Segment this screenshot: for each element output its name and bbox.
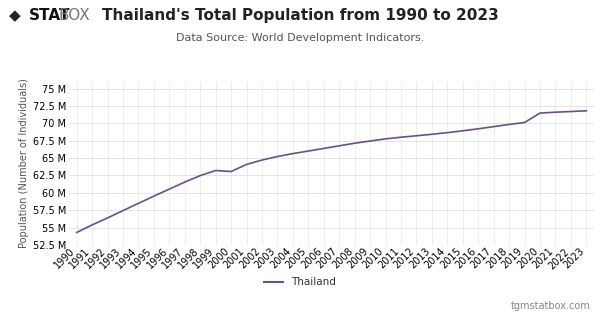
Thailand: [367, 139, 374, 143]
Thailand: [119, 209, 127, 213]
Thailand: [382, 137, 389, 141]
Thailand: [181, 180, 188, 184]
Thailand: [320, 147, 328, 150]
Text: Thailand's Total Population from 1990 to 2023: Thailand's Total Population from 1990 to…: [101, 8, 499, 23]
Text: Data Source: World Development Indicators.: Data Source: World Development Indicator…: [176, 33, 424, 43]
Thailand: [444, 131, 451, 134]
Thailand: [135, 201, 142, 205]
Thailand: [567, 110, 574, 113]
Thailand: [104, 216, 111, 220]
Thailand: [73, 230, 80, 234]
Thailand: [259, 158, 266, 162]
Text: tgmstatbox.com: tgmstatbox.com: [511, 301, 591, 311]
Thailand: [197, 174, 204, 177]
Thailand: [428, 133, 436, 136]
Thailand: [166, 187, 173, 191]
Thailand: [351, 141, 358, 145]
Text: ◆: ◆: [9, 8, 21, 23]
Thailand: [212, 169, 219, 172]
Thailand: [583, 109, 590, 113]
Thailand: [289, 152, 296, 155]
Thailand: [475, 127, 482, 131]
Thailand: [505, 122, 512, 126]
Legend: Thailand: Thailand: [260, 273, 340, 291]
Thailand: [243, 163, 250, 166]
Thailand: [552, 110, 559, 114]
Thailand: [151, 194, 158, 198]
Thailand: [89, 223, 96, 227]
Text: STAT: STAT: [29, 8, 70, 23]
Thailand: [305, 149, 312, 153]
Thailand: [413, 134, 420, 138]
Thailand: [536, 111, 544, 115]
Thailand: [397, 135, 404, 139]
Y-axis label: Population (Number of Individuals): Population (Number of Individuals): [19, 78, 29, 248]
Thailand: [274, 155, 281, 159]
Text: BOX: BOX: [59, 8, 91, 23]
Thailand: [335, 144, 343, 148]
Line: Thailand: Thailand: [77, 111, 586, 232]
Thailand: [227, 170, 235, 173]
Thailand: [490, 125, 497, 128]
Thailand: [459, 129, 466, 133]
Thailand: [521, 121, 528, 124]
